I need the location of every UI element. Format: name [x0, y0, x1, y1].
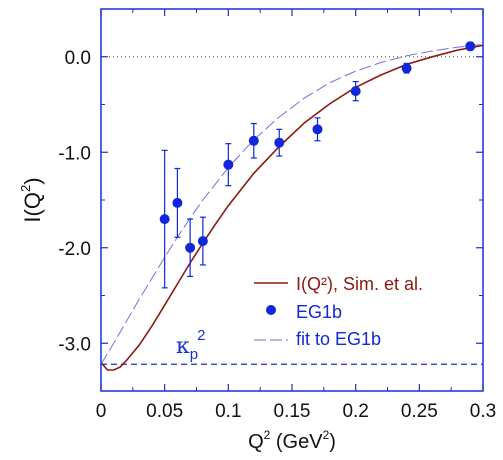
- x-axis-title-sup: 2: [264, 428, 271, 442]
- data-point: [185, 242, 196, 253]
- y-tick-label: -2.0: [58, 239, 91, 260]
- data-point: [465, 41, 476, 52]
- legend-label-theory: I(Q²), Sim. et al.: [296, 274, 423, 294]
- data-point: [350, 86, 361, 97]
- x-tick-label: 0.15: [274, 401, 311, 422]
- y-axis-title-close: ): [20, 177, 45, 184]
- plot-frame: [100, 8, 484, 392]
- data-point: [274, 137, 285, 148]
- x-axis-title: Q2 (GeV2): [248, 428, 336, 453]
- x-tick-label: 0.1: [215, 401, 241, 422]
- x-axis: 0 0.05 0.1 0.15 0.2 0.25 0.3: [96, 9, 496, 422]
- y-axis-title-base: I(Q: [20, 192, 45, 223]
- kappa-label-base: κ: [176, 334, 190, 359]
- y-tick-label: -1.0: [58, 143, 91, 164]
- data-point: [401, 63, 412, 74]
- data-point: [223, 159, 234, 170]
- y-tick-label: -3.0: [58, 334, 91, 355]
- x-axis-title-close: ): [329, 431, 336, 453]
- kappa-label-sup: 2: [197, 327, 205, 344]
- x-axis-title-open: (GeV: [270, 431, 323, 453]
- x-tick-label: 0.2: [342, 401, 368, 422]
- data-point: [248, 135, 259, 146]
- legend-label-eg1b: EG1b: [296, 302, 342, 322]
- y-axis: 0.0 -1.0 -2.0 -3.0: [58, 8, 483, 392]
- x-axis-title-sup2: 2: [323, 428, 330, 442]
- y-tick-label: 0.0: [65, 48, 91, 69]
- legend-label-fit: fit to EG1b: [296, 329, 381, 349]
- x-tick-label: 0.25: [401, 401, 438, 422]
- x-tick-label: 0.3: [470, 401, 496, 422]
- y-axis-title-sup: 2: [18, 185, 33, 192]
- y-axis-title: I(Q2): [18, 177, 45, 222]
- data-point: [197, 236, 208, 247]
- x-tick-label: 0: [96, 401, 107, 422]
- x-axis-title-base: Q: [248, 431, 264, 453]
- series-line-theory: [100, 44, 484, 371]
- legend-swatch-eg1b: [266, 305, 276, 315]
- data-point: [312, 124, 323, 135]
- data-point: [159, 214, 170, 225]
- x-tick-label: 0.05: [146, 401, 183, 422]
- kappa-label: κp 2: [176, 327, 205, 363]
- legend: I(Q²), Sim. et al. EG1b fit to EG1b: [254, 274, 423, 349]
- plot-area: [100, 41, 484, 371]
- data-point: [172, 197, 183, 208]
- kappa-label-sub: p: [190, 346, 198, 363]
